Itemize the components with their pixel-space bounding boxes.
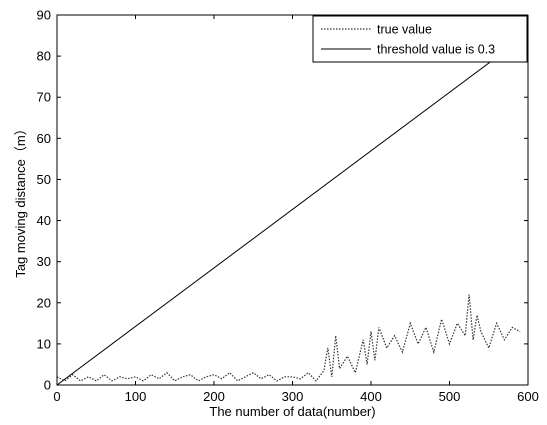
y-tick-label: 80: [37, 49, 51, 64]
legend-box: [312, 15, 528, 63]
series-line-1: [56, 39, 521, 386]
x-axis-label: The number of data(number): [209, 404, 375, 419]
x-tick-label: 300: [282, 389, 304, 404]
series-line-0: [56, 294, 521, 382]
ticks-layer: 0 100 200 300 400 500 600 0 10 20 30 40 50 60 70 80 90: [37, 8, 539, 405]
y-axis-label: Tag moving distance（m）: [13, 122, 28, 277]
y-tick-label: 50: [37, 172, 51, 187]
y-tick-label: 0: [44, 378, 51, 393]
plot-frame: [56, 14, 529, 386]
y-tick-label: 40: [37, 213, 51, 228]
x-tick-label: 200: [203, 389, 225, 404]
legend: true value threshold value is 0.3: [312, 15, 528, 63]
y-tick-label: 10: [37, 336, 51, 351]
x-tick-label: 0: [53, 389, 60, 404]
y-tick-label: 30: [37, 254, 51, 269]
y-tick-label: 90: [37, 8, 51, 23]
x-tick-label: 400: [360, 389, 382, 404]
x-tick-label: 600: [517, 389, 539, 404]
legend-label-threshold: threshold value is 0.3: [377, 43, 495, 57]
y-tick-label: 20: [37, 295, 51, 310]
y-tick-label: 60: [37, 131, 51, 146]
x-tick-label: 500: [439, 389, 461, 404]
y-tick-label: 70: [37, 90, 51, 105]
x-tick-label: 100: [125, 389, 147, 404]
series-layer: [56, 39, 521, 386]
legend-label-true-value: true value: [377, 23, 432, 37]
